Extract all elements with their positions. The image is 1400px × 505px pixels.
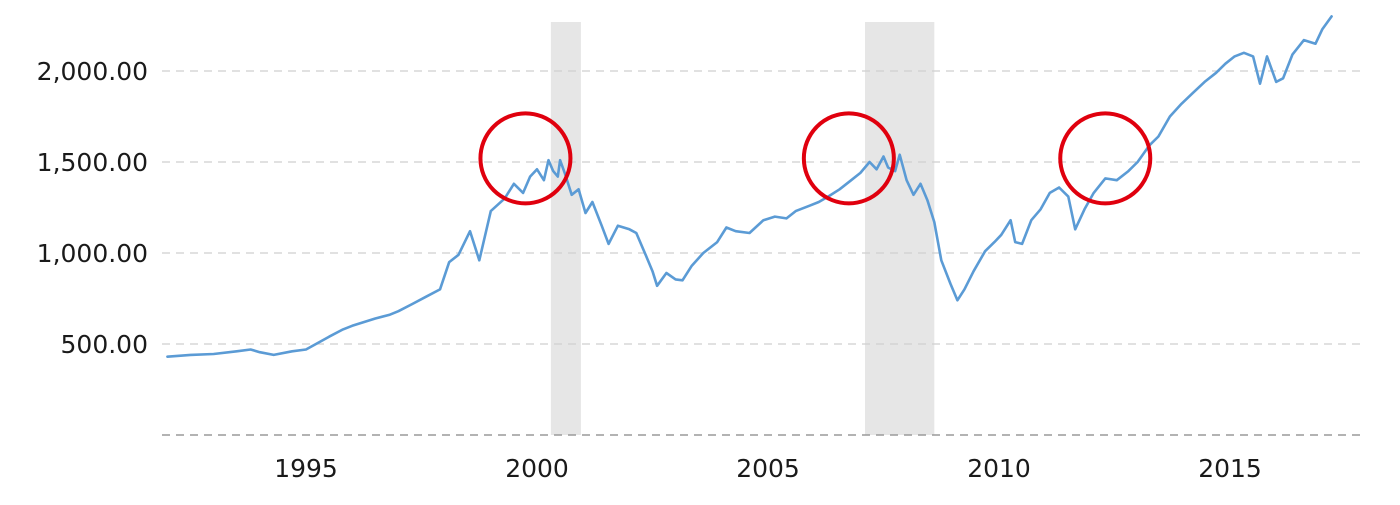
y-tick-label: 2,000.00 — [37, 57, 148, 86]
x-axis-tick-labels: 1995 2000 2005 2010 2015 — [274, 454, 1262, 483]
gridlines — [162, 70, 1362, 436]
recession-band-1 — [550, 22, 581, 435]
x-tick-label: 1995 — [274, 454, 338, 483]
highlight-circle-2 — [801, 111, 896, 206]
x-tick-label: 2010 — [967, 454, 1031, 483]
x-tick-label: 2005 — [736, 454, 800, 483]
highlight-circle-3 — [1058, 111, 1153, 206]
x-tick-label: 2000 — [505, 454, 569, 483]
recession-band-2 — [865, 22, 935, 435]
recession-shading-layer — [550, 22, 935, 435]
y-tick-label: 1,500.00 — [37, 148, 148, 177]
highlight-circles-layer — [478, 111, 1153, 206]
highlight-circle-1 — [478, 111, 573, 206]
series-layer — [166, 15, 1333, 358]
x-tick-label: 2015 — [1198, 454, 1262, 483]
y-tick-label: 1,000.00 — [37, 239, 148, 268]
y-axis-tick-labels: 500.00 1,000.00 1,500.00 2,000.00 — [37, 57, 148, 359]
series-line-1 — [166, 15, 1333, 358]
y-tick-label: 500.00 — [61, 330, 148, 359]
